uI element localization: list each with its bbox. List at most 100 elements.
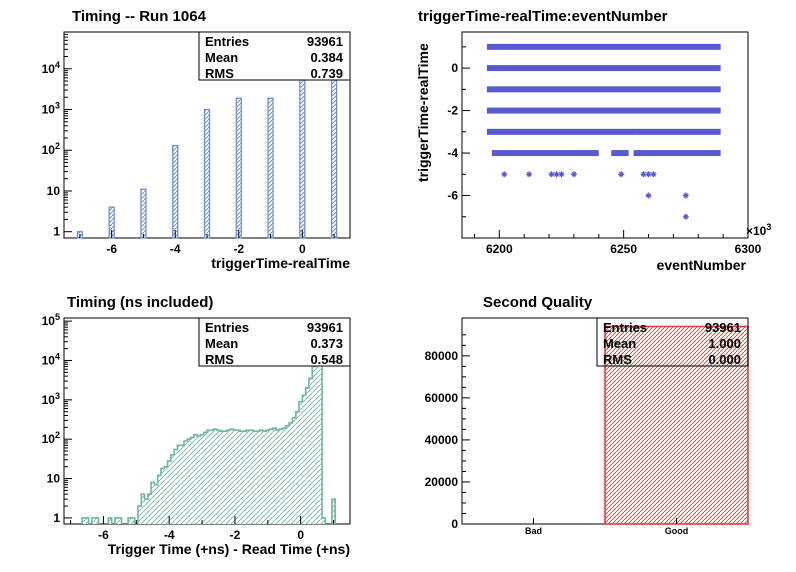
chart-2-point (635, 128, 642, 135)
chart-4-y-tick-label: 60000 (425, 391, 459, 405)
chart-3-bar (167, 460, 171, 524)
chart-3-outline (81, 335, 337, 524)
chart-3-y-tick-label: 103 (42, 391, 60, 407)
chart-2-frame (461, 31, 749, 239)
chart-3-stat-label-rms: RMS (205, 352, 234, 367)
chart-2-point (650, 171, 657, 178)
chart-4-stat-value-rms: 0.000 (708, 352, 741, 367)
chart-4-y-tick-label: 0 (451, 517, 458, 531)
chart-2-gap (628, 149, 634, 157)
chart-1-x-tick-label: 0 (299, 242, 306, 256)
chart-3-y-tick-label: 10 (47, 472, 61, 486)
chart-1-stat-value-mean: 0.384 (310, 50, 343, 65)
panel-timing-run: Timing -- Run 1064 -6 -4 -2 0 110102103104 … (42, 8, 351, 271)
chart-2-points (486, 43, 721, 220)
chart-1-y-tick-label: 104 (42, 60, 60, 76)
chart-1-y-tick-label: 102 (42, 141, 60, 157)
chart-1-x-tick-label: -6 (106, 242, 117, 256)
chart-3-bar (95, 517, 99, 524)
chart-3-bar (223, 431, 227, 524)
chart-2-point (618, 171, 625, 178)
chart-3-bar (187, 439, 191, 524)
chart-2-point (578, 150, 585, 157)
chart-4-y-ticks: 0 20000 40000 60000 80000 (425, 334, 470, 531)
chart-3-bar (164, 466, 168, 524)
chart-3-bar (246, 430, 250, 524)
chart-2-y-tick-label: 0 (451, 61, 458, 75)
chart-3-bar (170, 454, 175, 524)
chart-1-stat-label-rms: RMS (205, 66, 234, 81)
chart-3-bar (128, 517, 132, 524)
chart-3-bar (230, 429, 234, 524)
chart-3-bar (253, 431, 257, 524)
chart-1-bar (172, 144, 179, 239)
chart-3-y-tick-label: 105 (42, 312, 60, 328)
chart-3-bar (295, 411, 300, 524)
chart-3-bar (203, 432, 207, 524)
chart-2-dense-row (486, 107, 721, 114)
chart-2-gap (598, 149, 612, 157)
chart-2-point (682, 213, 689, 220)
chart-3-bar (147, 494, 152, 524)
chart-1-x-axis-label: triggerTime-realTime (211, 255, 350, 271)
chart-2-y-tick-label: -2 (447, 104, 458, 118)
chart-3-bar (249, 430, 254, 524)
chart-3-y-tick-label: 104 (42, 351, 60, 367)
chart-3-bar (190, 437, 194, 524)
chart-3-bar (216, 430, 221, 524)
chart-3-bar (144, 499, 148, 524)
chart-1-stat-label-mean: Mean (205, 50, 238, 65)
chart-3-bar (239, 431, 244, 524)
chart-2-dense-row (486, 86, 721, 93)
chart-3-y-ticks: 1 10 102 103 104 105 (42, 312, 72, 525)
chart-3-title: Timing (ns included) (67, 294, 213, 311)
chart-2-point (645, 171, 652, 178)
chart-2-y-axis-label: triggerTime-realTime (415, 43, 431, 182)
chart-3-bars (81, 335, 337, 524)
chart-3-bar (308, 378, 313, 524)
chart-4-y-tick-label: 80000 (425, 349, 459, 363)
chart-3-bar (282, 428, 286, 524)
chart-4-bar (604, 325, 749, 525)
chart-1-y-tick-label: 10 (47, 184, 61, 198)
chart-1-stats-box: Entries 93961 Mean 0.384 RMS 0.739 (198, 31, 351, 81)
chart-3-bar (312, 366, 316, 524)
chart-3-bar (259, 430, 263, 524)
chart-4-x-category-label: Bad (525, 526, 542, 536)
chart-3-bar (305, 387, 309, 524)
chart-3-bar (213, 429, 217, 524)
chart-2-x-axis-label: eventNumber (657, 257, 747, 273)
chart-3-bar (82, 517, 86, 524)
chart-3-bar (256, 431, 260, 524)
chart-3-bar (85, 517, 89, 524)
chart-4-x-category-label: Good (665, 526, 689, 536)
chart-2-dense-row (486, 43, 721, 50)
chart-3-bar (285, 425, 290, 524)
chart-3-bar (207, 430, 211, 524)
chart-2-dense-row (486, 128, 721, 135)
chart-2-x-tick-label: 6250 (610, 242, 637, 256)
chart-1-bar (235, 97, 242, 239)
chart-3-bar (318, 362, 323, 524)
chart-1-x-tick-label: -2 (233, 242, 244, 256)
chart-4-title: Second Quality (483, 294, 593, 311)
chart-2-point (645, 192, 652, 199)
chart-2-x-ticks: 6200 6250 6300 (473, 230, 762, 256)
chart-3-x-tick-label: -6 (98, 528, 109, 542)
panel-trigger-vs-event: triggerTime-realTime:eventNumber 6200 625… (415, 8, 771, 273)
chart-3-stat-value-rms: 0.548 (310, 352, 343, 367)
chart-3-bar (269, 429, 273, 524)
chart-3-bar (210, 430, 214, 524)
chart-3-bar (141, 494, 145, 524)
chart-1-title: Timing -- Run 1064 (72, 8, 207, 25)
chart-3-bar (272, 428, 277, 524)
chart-3-bar (233, 430, 237, 524)
chart-3-y-tick-label: 1 (53, 511, 60, 525)
chart-2-y-tick-label: -6 (447, 189, 458, 203)
chart-3-bar (279, 429, 283, 524)
chart-2-point (640, 171, 647, 178)
chart-2-y-tick-label: -4 (447, 146, 458, 160)
chart-3-bar (160, 468, 165, 524)
panel-timing-ns: Timing (ns included) -6 -4 -2 0 1 10 102 103 10… (42, 294, 351, 557)
chart-3-bar (180, 445, 184, 524)
